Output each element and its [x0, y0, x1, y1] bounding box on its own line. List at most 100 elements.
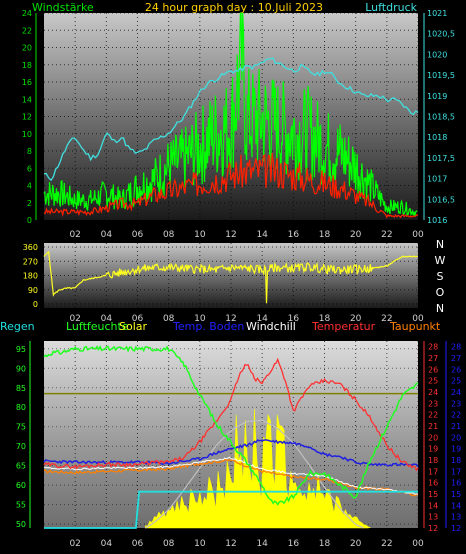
direction-tick-label: 0 [33, 300, 38, 309]
pressure-series [44, 57, 419, 182]
pressure-tick-label: 1020,5 [427, 30, 455, 39]
pressure-tick-label: 1016 [427, 216, 447, 225]
soil-tick-label: 27 [451, 354, 461, 363]
humidity-tick-label: 65 [16, 462, 26, 471]
x-tick-label: 00 [412, 539, 424, 549]
soil-tick-label: 15 [451, 490, 461, 499]
soil-tick-label: 20 [451, 433, 461, 442]
x-tick-label: 04 [101, 539, 113, 549]
temperature-tick-label: 14 [428, 501, 438, 510]
soil-tick-label: 12 [451, 524, 461, 533]
pressure-tick-label: 1018,5 [427, 113, 455, 122]
soil-tick-label: 23 [451, 399, 461, 408]
x-tick-label: 12 [225, 539, 236, 549]
wind-axis-title: Windstärke [32, 1, 94, 14]
x-tick-label: 06 [132, 539, 144, 549]
wind-tick-label: 14 [22, 95, 32, 104]
wind-tick-label: 8 [27, 147, 32, 156]
compass-label: O [436, 286, 445, 299]
legend-dewpoint: Taupunkt [389, 320, 441, 333]
pressure-tick-label: 1020 [427, 50, 447, 59]
temperature-tick-label: 15 [428, 490, 438, 499]
x-tick-label: 10 [194, 230, 206, 240]
wind-tick-label: 20 [22, 44, 32, 53]
x-tick-label: 18 [319, 230, 331, 240]
temperature-tick-label: 18 [428, 456, 438, 465]
x-tick-label: 18 [319, 539, 331, 549]
humidity-tick-label: 55 [16, 501, 26, 510]
direction-tick-label: 180 [23, 272, 38, 281]
wind-tick-label: 18 [22, 61, 32, 70]
x-tick-label: 14 [256, 230, 268, 240]
temperature-tick-label: 27 [428, 354, 438, 363]
soil-tick-label: 21 [451, 422, 461, 431]
humidity-tick-label: 90 [16, 364, 26, 373]
pressure-axis-title: Luftdruck [365, 1, 417, 14]
direction-tick-label: 360 [23, 243, 38, 252]
temperature-tick-label: 12 [428, 524, 438, 533]
x-tick-label: 08 [163, 539, 175, 549]
temperature-tick-label: 28 [428, 343, 438, 352]
wind-tick-label: 6 [27, 164, 32, 173]
wind-tick-label: 0 [27, 216, 32, 225]
wind-tick-label: 2 [27, 199, 32, 208]
x-tick-label: 22 [381, 314, 392, 324]
humidity-tick-label: 80 [16, 403, 26, 412]
humidity-tick-label: 60 [16, 481, 26, 490]
compass-label: W [435, 254, 446, 267]
direction-tick-label: 270 [23, 257, 38, 266]
compass-label: S [437, 270, 444, 283]
wind-tick-label: 24 [22, 9, 32, 18]
x-tick-label: 20 [350, 314, 362, 324]
x-tick-label: 02 [69, 314, 80, 324]
x-tick-label: 20 [350, 539, 362, 549]
legend-rain: Regen [0, 320, 35, 333]
rain-series [44, 490, 418, 529]
wind-tick-label: 4 [27, 182, 32, 191]
x-tick-label: 06 [132, 230, 144, 240]
temperature-tick-label: 20 [428, 433, 438, 442]
x-tick-label: 20 [350, 230, 362, 240]
x-tick-label: 08 [163, 314, 175, 324]
soil-tick-label: 17 [451, 467, 461, 476]
legend-humidity: Luftfeuchte [66, 320, 129, 333]
humidity-tick-label: 85 [16, 384, 26, 393]
x-tick-label: 22 [381, 539, 392, 549]
humidity-tick-label: 70 [16, 442, 26, 451]
soil-tick-label: 25 [451, 377, 461, 386]
x-tick-label: 12 [225, 230, 236, 240]
soil-tick-label: 13 [451, 513, 461, 522]
pressure-tick-label: 1017,5 [427, 154, 455, 163]
temperature-tick-label: 17 [428, 467, 438, 476]
x-tick-label: 16 [288, 539, 300, 549]
legend-temperature: Temperatur [311, 320, 376, 333]
wind-tick-label: 12 [22, 113, 32, 122]
temperature-tick-label: 23 [428, 399, 438, 408]
chart-title: 24 hour graph day : 10.Juli 2023 [145, 1, 323, 14]
temperature-tick-label: 13 [428, 513, 438, 522]
legend-windchill: Windchill [246, 320, 296, 333]
pressure-tick-label: 1021 [427, 9, 447, 18]
soil-tick-label: 16 [451, 479, 461, 488]
temperature-tick-label: 22 [428, 411, 438, 420]
x-tick-label: 04 [101, 230, 113, 240]
temperature-tick-label: 24 [428, 388, 438, 397]
soil-tick-label: 14 [451, 501, 461, 510]
pressure-tick-label: 1019 [427, 92, 447, 101]
x-tick-label: 18 [319, 314, 331, 324]
wind-series [43, 152, 419, 219]
solar-series [145, 408, 371, 529]
direction-series [43, 250, 418, 304]
x-tick-label: 00 [412, 230, 424, 240]
x-tick-label: 14 [256, 314, 268, 324]
soil-tick-label: 19 [451, 445, 461, 454]
x-tick-label: 12 [225, 314, 236, 324]
soil-tick-label: 18 [451, 456, 461, 465]
pressure-tick-label: 1017 [427, 175, 447, 184]
soil-tick-label: 24 [451, 388, 461, 397]
windchill-series [43, 456, 419, 495]
direction-tick-label: 90 [28, 286, 38, 295]
x-tick-label: 22 [381, 230, 392, 240]
temperature-series [43, 357, 419, 472]
humidity-tick-label: 50 [16, 520, 26, 529]
